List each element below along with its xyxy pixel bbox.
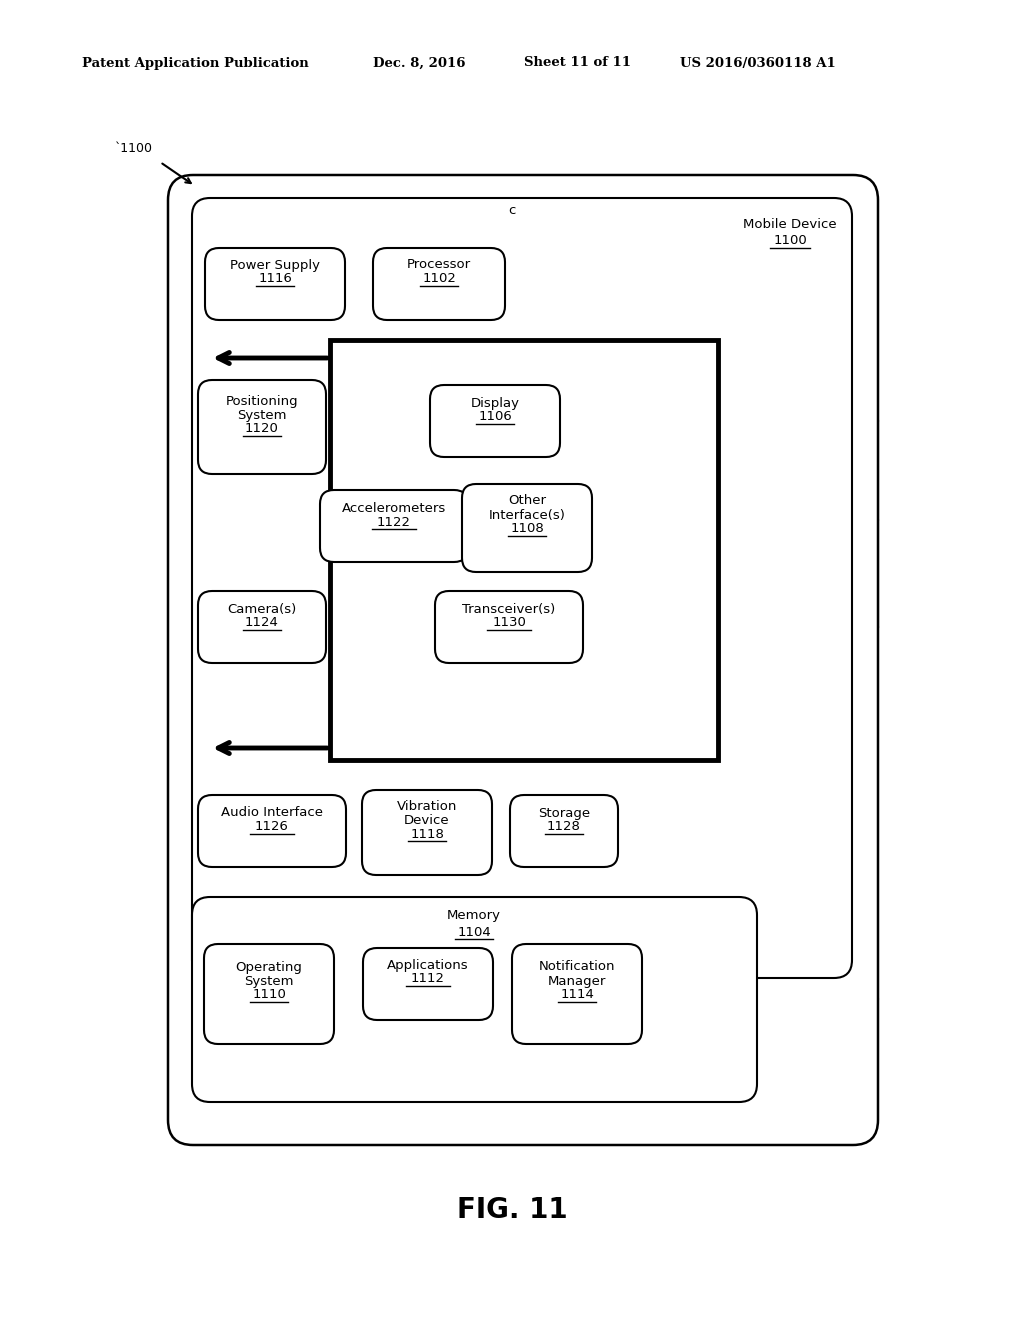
Text: Applications: Applications [387,958,469,972]
FancyBboxPatch shape [435,591,583,663]
Text: 1120: 1120 [245,422,279,436]
Text: 1128: 1128 [547,821,581,833]
Bar [330,341,718,760]
Text: Audio Interface: Audio Interface [221,807,323,820]
Text: Interface(s): Interface(s) [488,508,565,521]
Text: Memory: Memory [447,909,501,923]
Text: 1116: 1116 [258,272,292,285]
Text: Storage: Storage [538,807,590,820]
Text: System: System [238,408,287,421]
Text: Positioning: Positioning [225,395,298,408]
Text: 1118: 1118 [410,828,444,841]
FancyBboxPatch shape [193,898,757,1102]
FancyBboxPatch shape [373,248,505,319]
Text: 1106: 1106 [478,411,512,424]
FancyBboxPatch shape [430,385,560,457]
Text: Manager: Manager [548,974,606,987]
FancyBboxPatch shape [205,248,345,319]
Text: 1124: 1124 [245,616,279,630]
Text: FIG. 11: FIG. 11 [457,1196,567,1224]
Text: Dec. 8, 2016: Dec. 8, 2016 [373,57,466,70]
Text: 1114: 1114 [560,989,594,1002]
FancyBboxPatch shape [204,944,334,1044]
Text: Accelerometers: Accelerometers [342,502,446,515]
FancyBboxPatch shape [198,795,346,867]
Text: 1110: 1110 [252,989,286,1002]
Text: Notification: Notification [539,961,615,974]
Text: 1126: 1126 [255,821,289,833]
FancyBboxPatch shape [510,795,618,867]
Text: Device: Device [404,813,450,826]
FancyBboxPatch shape [512,944,642,1044]
Text: Power Supply: Power Supply [230,259,319,272]
Text: Processor: Processor [407,259,471,272]
Text: System: System [245,974,294,987]
FancyBboxPatch shape [319,490,468,562]
Text: 1108: 1108 [510,523,544,536]
Text: Mobile Device: Mobile Device [743,219,837,231]
Text: `1100: `1100 [115,141,153,154]
Text: 1104: 1104 [457,925,490,939]
FancyBboxPatch shape [362,948,493,1020]
Text: Display: Display [470,396,519,409]
FancyBboxPatch shape [168,176,878,1144]
FancyBboxPatch shape [462,484,592,572]
Text: 1122: 1122 [377,516,411,528]
Text: 1100: 1100 [773,235,807,248]
Text: US 2016/0360118 A1: US 2016/0360118 A1 [680,57,836,70]
Text: Camera(s): Camera(s) [227,602,297,615]
Text: Vibration: Vibration [397,800,457,813]
Text: 1130: 1130 [493,616,526,630]
Text: Transceiver(s): Transceiver(s) [463,602,556,615]
Text: 1102: 1102 [422,272,456,285]
FancyBboxPatch shape [362,789,492,875]
Text: c: c [508,203,516,216]
FancyBboxPatch shape [193,198,852,978]
Text: 1112: 1112 [411,973,445,986]
Text: Other: Other [508,495,546,507]
Text: Operating: Operating [236,961,302,974]
Text: Patent Application Publication: Patent Application Publication [82,57,309,70]
Text: Sheet 11 of 11: Sheet 11 of 11 [524,57,631,70]
FancyBboxPatch shape [198,591,326,663]
FancyBboxPatch shape [198,380,326,474]
